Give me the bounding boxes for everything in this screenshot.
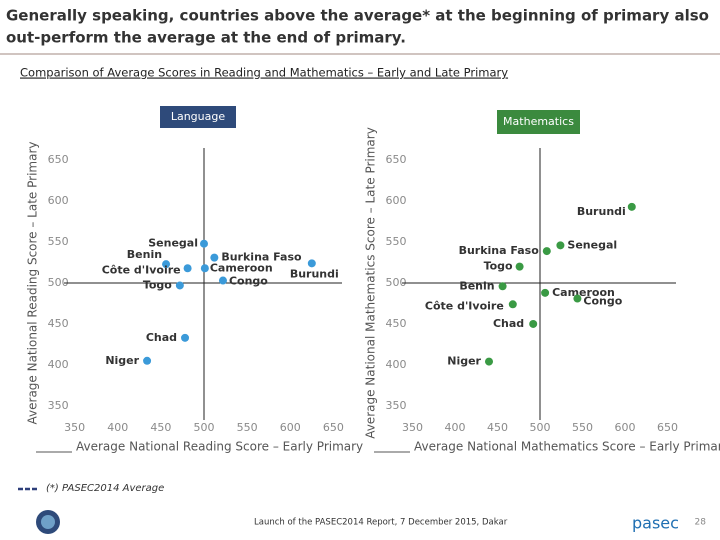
x-tick-label: 650 — [323, 421, 344, 434]
x-tick-label: 650 — [657, 421, 678, 434]
x-tick-label: 450 — [150, 421, 171, 434]
point — [508, 300, 517, 309]
point — [542, 247, 551, 256]
page-number: 28 — [695, 518, 707, 528]
y-tick-label: 550 — [386, 235, 407, 248]
x-axis-label: Average National Mathematics Score – Ear… — [414, 440, 720, 454]
x-tick-label: 600 — [280, 421, 301, 434]
point-label: Togo — [143, 278, 172, 291]
subtitle: Comparison of Average Scores in Reading … — [20, 66, 508, 80]
x-tick-label: 500 — [194, 421, 215, 434]
point — [183, 264, 192, 273]
logo — [41, 515, 55, 529]
point — [210, 253, 219, 262]
panel-title: Language — [171, 110, 226, 123]
y-tick-label: 650 — [386, 153, 407, 166]
x-tick-label: 500 — [530, 421, 551, 434]
y-tick-label: 550 — [48, 235, 69, 248]
point-label: Congo — [583, 295, 622, 308]
footnote: (*) PASEC2014 Average — [46, 483, 164, 494]
y-tick-label: 400 — [386, 358, 407, 371]
point-label: Cameroon — [552, 286, 615, 299]
point — [307, 259, 316, 268]
panel-badge — [497, 110, 580, 134]
panel-badge — [160, 106, 236, 128]
point — [181, 333, 190, 342]
y-tick-label: 650 — [48, 153, 69, 166]
footer: Launch of the PASEC2014 Report, 7 Decemb… — [254, 518, 508, 528]
y-tick-label: 500 — [386, 276, 407, 289]
slide-title: out-perform the average at the end of pr… — [6, 29, 406, 47]
point-label: Burundi — [290, 267, 339, 280]
point-label: Cameroon — [210, 261, 273, 274]
point-label: Côte d'Ivoire — [425, 299, 504, 312]
x-tick-label: 400 — [445, 421, 466, 434]
point — [162, 260, 171, 269]
point-label: Togo — [484, 260, 513, 273]
y-tick-label: 350 — [48, 399, 69, 412]
y-tick-label: 600 — [48, 194, 69, 207]
point — [143, 356, 152, 365]
point-label: Chad — [493, 317, 524, 330]
y-tick-label: 450 — [48, 317, 69, 330]
panel-title: Mathematics — [503, 115, 574, 128]
point-label: Chad — [146, 331, 177, 344]
x-axis-label: Average National Reading Score – Early P… — [76, 440, 363, 454]
brand: pasec — [632, 514, 679, 533]
point — [218, 276, 227, 285]
point-label: Burkina Faso — [459, 244, 540, 257]
point — [541, 288, 550, 297]
point — [515, 262, 524, 271]
point — [627, 202, 636, 211]
point — [200, 239, 208, 248]
x-tick-label: 350 — [64, 421, 85, 434]
point-label: Burundi — [577, 205, 626, 218]
y-tick-label: 450 — [386, 317, 407, 330]
point — [485, 357, 493, 366]
point-label: Niger — [105, 354, 139, 367]
x-tick-label: 350 — [402, 421, 423, 434]
point — [200, 264, 209, 273]
point-label: Senegal — [148, 237, 198, 250]
point — [529, 319, 538, 328]
x-tick-label: 550 — [572, 421, 593, 434]
point-label: Congo — [229, 275, 268, 288]
slide-title: Generally speaking, countries above the … — [6, 7, 709, 25]
y-tick-label: 500 — [48, 276, 69, 289]
point-label: Benin — [127, 248, 162, 261]
point-label: Niger — [447, 355, 481, 368]
x-tick-label: 600 — [615, 421, 636, 434]
y-tick-label: 400 — [48, 358, 69, 371]
x-tick-label: 400 — [107, 421, 128, 434]
x-tick-label: 550 — [237, 421, 258, 434]
y-axis-label: Average National Reading Score – Late Pr… — [26, 142, 40, 425]
point-label: Côte d'Ivoire — [102, 263, 181, 276]
y-tick-label: 600 — [386, 194, 407, 207]
point-label: Benin — [459, 279, 494, 292]
point — [498, 282, 507, 291]
y-axis-label: Average National Mathematics Score – Lat… — [364, 127, 378, 439]
point-label: Burkina Faso — [221, 251, 302, 264]
point — [175, 281, 184, 290]
point — [556, 241, 565, 250]
x-tick-label: 450 — [487, 421, 508, 434]
y-tick-label: 350 — [386, 399, 407, 412]
point — [573, 294, 582, 303]
point-label: Senegal — [567, 238, 617, 251]
